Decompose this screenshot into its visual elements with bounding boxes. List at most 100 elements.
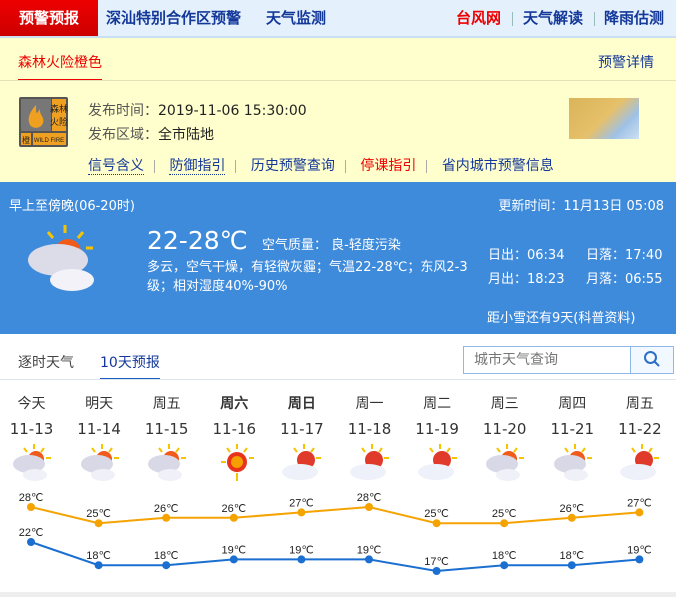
high-temp-label: 26℃	[560, 503, 585, 515]
solar-term-countdown[interactable]: 距小雪还有9天(科普资料)	[487, 311, 636, 326]
divider	[594, 12, 595, 26]
day-date: 11-17	[280, 420, 324, 438]
high-temp-point	[365, 503, 373, 511]
link-history-query[interactable]: 历史预警查询	[250, 158, 335, 174]
low-temp-point	[94, 561, 103, 570]
nav-rain-estimate[interactable]: 降雨估测	[604, 9, 665, 27]
high-temp-label: 25℃	[424, 508, 449, 520]
high-temp-label: 26℃	[222, 503, 247, 515]
scroll-bottom	[0, 592, 676, 597]
svg-text:森林: 森林	[50, 103, 68, 114]
divider	[344, 159, 346, 173]
tab-10day[interactable]: 10天预报	[100, 352, 160, 380]
search-icon	[644, 350, 660, 367]
partly-cloudy-icon	[620, 443, 660, 487]
warning-map-thumbnail[interactable]	[569, 98, 639, 139]
divider	[154, 159, 155, 173]
tab-hourly[interactable]: 逐时天气	[18, 355, 74, 371]
city-search-input[interactable]	[464, 347, 630, 373]
nav-typhoon[interactable]: 台风网	[456, 9, 502, 27]
nav-warning-forecast[interactable]: 预警预报	[0, 0, 98, 36]
today-weather-panel: 早上至傍晚(06-20时) 更新时间：11月13日 05:08 22-28℃ 空…	[0, 182, 676, 334]
high-temp-point	[567, 513, 576, 522]
high-temp-point	[500, 519, 509, 528]
cloudy-icon	[485, 443, 525, 487]
day-name: 周三	[490, 396, 519, 412]
high-temp-point	[94, 519, 103, 528]
link-defense-guide[interactable]: 防御指引	[169, 158, 226, 175]
cloudy-icon	[80, 443, 120, 487]
low-temp-label: 18℃	[560, 550, 585, 562]
top-nav: 预警预报 深汕特别合作区预警 天气监测 台风网 天气解读 降雨估测	[0, 0, 676, 38]
divider	[426, 159, 428, 173]
day-date: 11-20	[482, 420, 527, 438]
day-name: 周六	[220, 396, 249, 412]
high-temp-label: 28℃	[357, 492, 382, 504]
day-name: 周四	[558, 396, 587, 412]
low-temp-label: 19℃	[357, 544, 382, 556]
high-temp-label: 27℃	[627, 497, 652, 509]
link-class-suspension[interactable]: 停课指引	[360, 158, 417, 174]
period: 早上至傍晚(06-20时)	[9, 199, 135, 214]
high-temp-line	[30, 505, 640, 525]
cloudy-icon	[553, 443, 593, 487]
issue-time: 发布时间：2019-11-06 15:30:00	[88, 103, 307, 119]
day-date: 11-14	[77, 420, 121, 438]
svg-text:橙: 橙	[22, 135, 30, 145]
svg-text:WILD FIRE: WILD FIRE	[34, 138, 64, 144]
high-temp-label: 27℃	[289, 497, 314, 509]
high-temp-point	[162, 513, 171, 522]
moonset: 月落：06:55	[586, 272, 663, 287]
divider	[0, 379, 676, 380]
day-date: 11-15	[144, 420, 189, 438]
sunset: 日落：17:40	[586, 248, 663, 263]
cloudy-icon	[20, 222, 100, 298]
low-temp-label: 19℃	[222, 544, 247, 556]
link-province-warnings[interactable]: 省内城市预警信息	[441, 158, 554, 174]
day-name: 今天	[17, 396, 46, 412]
low-temp-label: 18℃	[86, 550, 111, 562]
low-temp-point	[500, 561, 509, 570]
low-temp-line	[30, 541, 640, 573]
wildfire-orange-icon: 森林 火险 橙 WILD FIRE	[19, 97, 68, 147]
nav-weather-interpret[interactable]: 天气解读	[523, 9, 584, 27]
low-temp-point	[635, 555, 644, 564]
low-temp-point	[27, 538, 35, 546]
day-date: 11-21	[550, 420, 595, 438]
high-temp-point	[635, 508, 644, 517]
cloudy-icon	[147, 443, 187, 487]
issue-area: 发布区域：全市陆地	[88, 127, 214, 143]
warning-tab[interactable]: 森林火险橙色	[18, 52, 102, 81]
ten-day-forecast: 28℃ 25℃ 26℃ 26℃ 27℃ 28℃ 25℃ 25℃ 26℃ 27℃ 22℃ 18℃ 18℃ 1…	[0, 385, 676, 592]
temperature-chart: 28℃ 25℃ 26℃ 26℃ 27℃ 28℃ 25℃ 25℃ 26℃ 27℃ 22℃ 18℃ 18℃ 1…	[19, 492, 652, 575]
low-temp-point	[297, 555, 306, 564]
day-name: 周二	[423, 396, 452, 412]
update-time: 更新时间：11月13日 05:08	[498, 199, 664, 214]
warning-panel: 森林火险橙色 预警详情 森林 火险 橙 WILD FIRE 发布时间：2019-…	[0, 38, 676, 182]
search-button[interactable]	[630, 347, 673, 373]
partly-cloudy-icon	[282, 443, 322, 487]
high-temp-label: 25℃	[86, 508, 111, 520]
day-name: 周五	[625, 396, 654, 412]
link-signal-meaning[interactable]: 信号含义	[88, 158, 144, 175]
weather-description: 多云，空气干燥，有轻微灰霾；气温22-28℃；东风2-3级；相对湿度40%-90…	[147, 260, 468, 294]
sunny-icon	[215, 443, 255, 487]
high-temp-label: 26℃	[154, 503, 179, 515]
low-temp-label: 17℃	[424, 556, 449, 568]
partly-cloudy-icon	[350, 443, 390, 487]
sunrise: 日出：06:34	[488, 248, 565, 263]
low-temp-label: 22℃	[19, 527, 44, 539]
high-temp-label: 28℃	[19, 492, 44, 504]
low-temp-point	[567, 561, 576, 570]
city-search	[463, 346, 674, 374]
day-date: 11-13	[9, 420, 54, 438]
divider	[512, 12, 513, 26]
day-date: 11-22	[618, 420, 662, 438]
warning-detail-link[interactable]: 预警详情	[598, 55, 654, 71]
day-date: 11-16	[212, 420, 257, 438]
svg-text:火险: 火险	[50, 116, 68, 127]
nav-weather-monitor[interactable]: 天气监测	[266, 9, 327, 27]
nav-shenshan-warning[interactable]: 深汕特别合作区预警	[106, 9, 242, 27]
high-temp-point	[27, 503, 35, 511]
divider	[0, 80, 676, 81]
